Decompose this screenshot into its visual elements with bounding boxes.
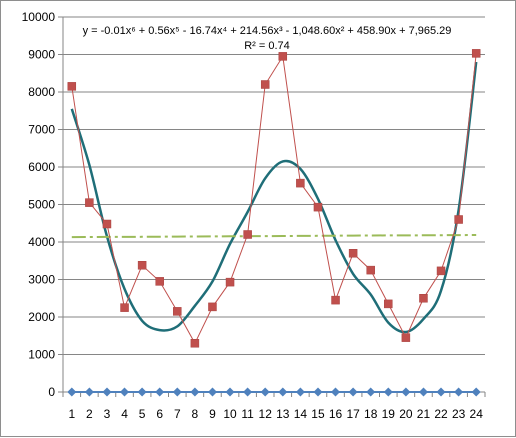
x-tick-label: 20: [399, 407, 413, 421]
data-point: [436, 266, 446, 276]
x-tick-label: 16: [329, 407, 343, 421]
data-point: [295, 387, 305, 397]
data-point: [313, 387, 323, 397]
y-tick-label: 6000: [28, 160, 55, 174]
x-tick-label: 1: [68, 407, 75, 421]
data-point: [172, 387, 182, 397]
data-point: [67, 82, 77, 91]
x-tick-label: 2: [86, 407, 93, 421]
data-point: [173, 307, 182, 316]
y-tick-label: 1000: [28, 348, 55, 362]
data-point: [85, 198, 94, 207]
x-tick-label: 19: [382, 407, 396, 421]
x-tick-label: 9: [209, 407, 216, 421]
trendlines: [70, 61, 478, 334]
data-point: [366, 387, 376, 397]
x-tick-label: 7: [174, 407, 181, 421]
trendline-equation: y = -0.01x⁶ + 0.56x⁵ - 16.74x⁴ + 214.56x…: [83, 25, 452, 37]
x-tick-label: 10: [223, 407, 237, 421]
data-point: [102, 219, 112, 229]
x-tick-label: 12: [259, 407, 273, 421]
r-squared-label: R² = 0.74: [244, 40, 290, 52]
polynomial-trendline: [70, 61, 478, 334]
data-point: [419, 294, 428, 303]
x-tick-label: 15: [311, 407, 325, 421]
data-point: [243, 387, 253, 397]
data-point: [436, 387, 446, 397]
series-line: [71, 53, 477, 345]
x-axis: 1 2 3 4 5 6 7 8 9 10 11 12 13 14 15 16 17 18 19 20 21 22 23 24: [62, 392, 486, 421]
y-tick-label: 7000: [28, 123, 55, 137]
x-tick-label: 11: [241, 407, 254, 421]
y-tick-label: 5000: [28, 198, 55, 212]
y-tick-label: 8000: [28, 85, 55, 99]
data-point: [120, 387, 129, 397]
data-point: [225, 277, 235, 287]
data-point: [155, 387, 165, 397]
data-series: [67, 49, 481, 397]
data-point: [190, 387, 200, 397]
x-tick-label: 14: [294, 407, 308, 421]
data-point: [278, 387, 288, 397]
data-point: [67, 387, 77, 397]
data-point: [260, 80, 270, 89]
data-point: [137, 261, 147, 270]
y-tick-label: 0: [48, 385, 55, 399]
data-point: [190, 339, 200, 348]
data-point: [102, 387, 112, 397]
data-point: [208, 302, 217, 312]
x-tick-label: 22: [434, 407, 448, 421]
data-point: [401, 333, 411, 342]
x-tick-label: 3: [104, 407, 111, 421]
data-point: [243, 230, 252, 239]
y-axis: 0 1000 2000 3000 4000 5000 6000 7000 8000 9000 100…: [22, 10, 64, 399]
data-point: [84, 387, 94, 397]
data-point: [471, 49, 481, 58]
x-tick-label: 24: [470, 407, 484, 421]
data-point: [348, 249, 358, 258]
data-point: [313, 202, 323, 212]
data-point: [331, 387, 340, 397]
y-tick-label: 4000: [28, 235, 55, 249]
grid-lines: [63, 16, 485, 393]
data-point: [278, 52, 288, 61]
data-point: [137, 387, 147, 397]
data-point: [366, 265, 375, 275]
data-point: [383, 387, 393, 397]
x-tick-label: 4: [121, 407, 128, 421]
y-tick-label: 10000: [22, 10, 56, 24]
x-tick-label: 21: [417, 407, 431, 421]
x-tick-label: 23: [452, 407, 466, 421]
x-tick-label: 8: [192, 407, 199, 421]
x-tick-label: 6: [156, 407, 163, 421]
data-point: [471, 387, 481, 397]
data-point: [454, 215, 463, 224]
data-point: [384, 299, 393, 309]
data-point: [260, 387, 270, 397]
data-point: [419, 387, 428, 397]
x-tick-label: 5: [139, 407, 146, 421]
y-tick-label: 3000: [28, 273, 55, 287]
data-point: [454, 387, 464, 397]
data-point: [155, 277, 164, 286]
data-point: [225, 387, 235, 397]
data-point: [208, 387, 217, 397]
x-tick-label: 18: [364, 407, 378, 421]
y-tick-label: 2000: [28, 310, 55, 324]
linear-trendline: [71, 234, 477, 239]
data-point: [331, 295, 340, 305]
data-point: [120, 303, 129, 312]
y-tick-label: 9000: [28, 48, 55, 62]
data-point: [401, 387, 411, 397]
data-point: [348, 387, 358, 397]
data-point: [296, 178, 305, 188]
x-tick-label: 13: [276, 407, 290, 421]
x-tick-label: 17: [346, 407, 360, 421]
